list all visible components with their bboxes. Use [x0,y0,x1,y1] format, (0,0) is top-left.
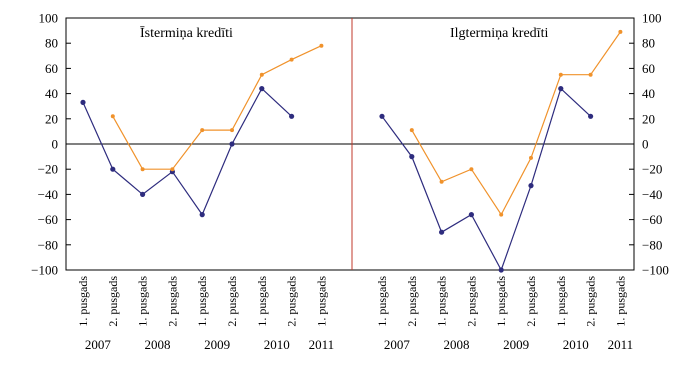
x-year-label: 2008 [145,337,171,352]
x-category-label: 2. pusgads [106,276,120,327]
y-tick-label-right: 60 [642,61,655,76]
y-tick-label-right: −100 [642,263,669,278]
y-tick-label-right: 20 [642,111,655,126]
data-point [289,113,295,119]
data-point [439,229,445,235]
y-tick-label-right: 100 [642,11,662,26]
data-point [528,183,534,189]
data-point [140,191,146,197]
y-tick-label-left: 0 [52,137,59,152]
y-tick-label-left: 20 [45,111,58,126]
x-category-label: 2. pusgads [165,276,179,327]
panel-title-long-term: Ilgtermiņa kredīti [450,26,548,41]
y-tick-label-right: −60 [642,212,662,227]
data-point [469,167,474,172]
data-point [229,141,235,147]
panel-title-short-term: Īstermiņa kredīti [140,25,233,41]
x-year-label: 2009 [503,337,529,352]
series-line [112,45,322,170]
data-point [529,155,533,160]
data-point [498,267,504,273]
x-category-label: 1. pusgads [375,276,389,327]
x-year-label: 2011 [309,337,335,352]
y-tick-label-left: −100 [31,263,58,278]
series-line [381,87,592,272]
y-tick-label-left: −60 [38,212,58,227]
x-category-label: 1. pusgads [136,276,150,327]
data-point [259,86,265,92]
y-tick-label-left: 80 [45,36,58,51]
data-point [558,72,563,77]
y-tick-label-right: −40 [642,187,662,202]
data-point [588,113,594,119]
data-point [409,128,414,133]
data-point [199,212,205,218]
y-tick-label-left: −40 [38,187,58,202]
y-tick-label-right: −80 [642,237,662,252]
data-point [558,86,564,92]
series-line [82,87,293,216]
y-tick-label-right: −20 [642,162,662,177]
data-point [110,166,116,172]
x-category-label: 1. pusgads [255,276,269,327]
x-year-label: 2009 [204,337,230,352]
y-tick-label-left: 60 [45,61,58,76]
x-category-label: 1. pusgads [314,276,328,327]
data-point [468,212,474,218]
x-category-label: 2. pusgads [524,276,538,327]
y-tick-label-left: 100 [39,11,59,26]
data-point [588,72,593,77]
data-point [379,113,385,119]
data-point [289,57,294,62]
x-category-label: 2. pusgads [225,276,239,327]
x-year-label: 2011 [608,337,634,352]
data-point [439,179,444,184]
x-category-label: 2. pusgads [405,276,419,327]
data-point [200,128,205,133]
x-category-label: 1. pusgads [195,276,209,327]
data-point [230,128,234,133]
data-point [110,114,115,119]
x-year-label: 2010 [563,337,589,352]
x-category-label: 1. pusgads [76,276,90,327]
x-year-label: 2007 [384,337,411,352]
y-tick-label-right: 0 [642,137,649,152]
y-tick-label-left: −20 [38,162,58,177]
y-tick-label-left: 40 [45,86,58,101]
data-point [140,167,145,172]
x-category-label: 2. pusgads [285,276,299,327]
x-category-label: 2. pusgads [584,276,598,327]
x-category-label: 1. pusgads [435,276,449,327]
y-tick-label-right: 40 [642,86,655,101]
x-category-label: 1. pusgads [554,276,568,327]
data-point [409,154,415,160]
data-point [618,29,623,34]
data-point [259,72,264,77]
x-year-label: 2010 [264,337,290,352]
data-point [319,43,324,48]
data-point [499,212,504,217]
series-line [411,31,621,216]
data-point [170,167,175,172]
x-year-label: 2007 [85,337,112,352]
x-category-label: 1. pusgads [494,276,508,327]
y-tick-label-left: −80 [38,237,58,252]
x-category-label: 1. pusgads [613,276,627,327]
x-year-label: 2008 [444,337,470,352]
y-tick-label-right: 80 [642,36,655,51]
x-category-label: 2. pusgads [464,276,478,327]
data-point [80,99,86,105]
